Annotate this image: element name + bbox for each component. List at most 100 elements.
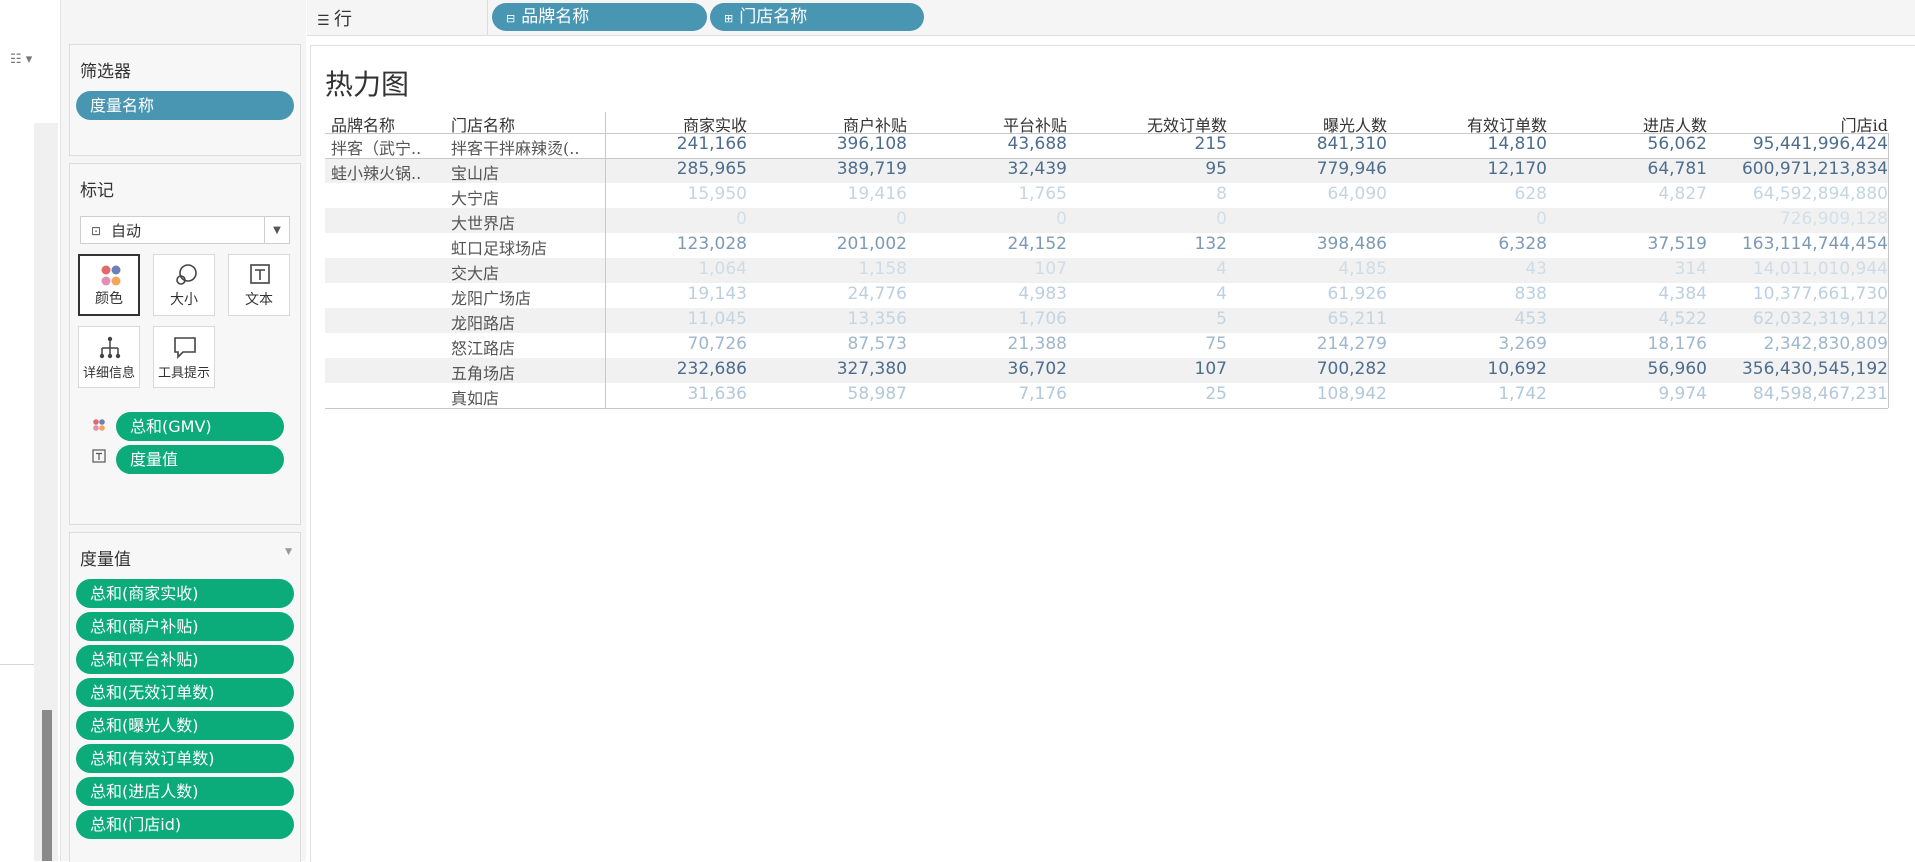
heatmap-cell[interactable]: 163,114,744,454: [1741, 234, 1888, 254]
measure-value-pill[interactable]: 总和(进店人数): [76, 777, 294, 806]
text-mark-button[interactable]: 文本: [228, 254, 290, 316]
color-mark-button[interactable]: 颜色: [78, 254, 140, 316]
store-label[interactable]: 龙阳广场店: [451, 289, 532, 308]
heatmap-cell[interactable]: 32,439: [1007, 159, 1067, 179]
heatmap-cell[interactable]: 314: [1674, 259, 1707, 279]
heatmap-cell[interactable]: 95: [1205, 159, 1227, 179]
store-label[interactable]: 真如店: [451, 389, 500, 408]
store-label[interactable]: 拌客干拌麻辣烫(..: [451, 139, 580, 158]
heatmap-cell[interactable]: 64,090: [1327, 184, 1387, 204]
heatmap-cell[interactable]: 107: [1194, 359, 1227, 379]
heatmap-cell[interactable]: 453: [1514, 309, 1547, 329]
heatmap-cell[interactable]: 132: [1194, 234, 1227, 254]
heatmap-cell[interactable]: 285,965: [676, 159, 747, 179]
heatmap-cell[interactable]: 24,776: [847, 284, 907, 304]
heatmap-cell[interactable]: 4: [1216, 284, 1227, 304]
brand-label[interactable]: 蛙小辣火锅..: [331, 164, 422, 183]
heatmap-cell[interactable]: 215: [1194, 134, 1227, 154]
heatmap-cell[interactable]: 201,002: [836, 234, 907, 254]
store-label[interactable]: 五角场店: [451, 364, 516, 383]
heatmap-cell[interactable]: 841,310: [1316, 134, 1387, 154]
heatmap-cell[interactable]: 3,269: [1498, 334, 1547, 354]
heatmap-cell[interactable]: 726,909,128: [1779, 209, 1888, 229]
heatmap-cell[interactable]: 4,384: [1658, 284, 1707, 304]
heatmap-cell[interactable]: 0: [896, 209, 907, 229]
heatmap-cell[interactable]: 1,742: [1498, 384, 1547, 404]
heatmap-cell[interactable]: 15,950: [687, 184, 747, 204]
filter-pill-measure-names[interactable]: 度量名称: [76, 91, 294, 120]
heatmap-cell[interactable]: 13,356: [847, 309, 907, 329]
heatmap-cell[interactable]: 241,166: [676, 134, 747, 154]
chevron-down-icon[interactable]: ▼: [285, 547, 292, 557]
heatmap-cell[interactable]: 31,636: [687, 384, 747, 404]
heatmap-cell[interactable]: 1,064: [698, 259, 747, 279]
store-label[interactable]: 大世界店: [451, 214, 516, 233]
heatmap-cell[interactable]: 64,781: [1647, 159, 1707, 179]
marks-field-measure-values[interactable]: 度量值: [116, 445, 284, 474]
heatmap-cell[interactable]: 12,170: [1487, 159, 1547, 179]
heatmap-cell[interactable]: 8: [1216, 184, 1227, 204]
heatmap-cell[interactable]: 232,686: [676, 359, 747, 379]
heatmap-cell[interactable]: 356,430,545,192: [1741, 359, 1888, 379]
heatmap-cell[interactable]: 24,152: [1007, 234, 1067, 254]
heatmap-cell[interactable]: 14,011,010,944: [1752, 259, 1888, 279]
heatmap-cell[interactable]: 6,328: [1498, 234, 1547, 254]
heatmap-cell[interactable]: 43: [1525, 259, 1547, 279]
heatmap-cell[interactable]: 108,942: [1316, 384, 1387, 404]
rows-pill-brand[interactable]: ⊟ 品牌名称: [492, 3, 707, 31]
heatmap-cell[interactable]: 0: [1056, 209, 1067, 229]
store-label[interactable]: 大宁店: [451, 189, 500, 208]
heatmap-cell[interactable]: 14,810: [1487, 134, 1547, 154]
heatmap-cell[interactable]: 43,688: [1007, 134, 1067, 154]
heatmap-cell[interactable]: 4: [1216, 259, 1227, 279]
heatmap-cell[interactable]: 11,045: [687, 309, 747, 329]
heatmap-cell[interactable]: 18,176: [1647, 334, 1707, 354]
measure-header[interactable]: 有效订单数: [1466, 116, 1547, 135]
heatmap-cell[interactable]: 0: [1536, 209, 1547, 229]
heatmap-cell[interactable]: 0: [736, 209, 747, 229]
heatmap-cell[interactable]: 628: [1514, 184, 1547, 204]
heatmap-cell[interactable]: 56,062: [1647, 134, 1707, 154]
measure-header[interactable]: 曝光人数: [1322, 116, 1387, 135]
store-label[interactable]: 交大店: [451, 264, 500, 283]
heatmap-cell[interactable]: 61,926: [1327, 284, 1387, 304]
heatmap-cell[interactable]: 75: [1205, 334, 1227, 354]
heatmap-cell[interactable]: 19,143: [687, 284, 747, 304]
heatmap-cell[interactable]: 838: [1514, 284, 1547, 304]
heatmap-cell[interactable]: 10,692: [1487, 359, 1547, 379]
heatmap-cell[interactable]: 19,416: [847, 184, 907, 204]
brand-label[interactable]: 拌客（武宁..: [331, 139, 422, 158]
heatmap-cell[interactable]: 107: [1034, 259, 1067, 279]
heatmap-cell[interactable]: 21,388: [1007, 334, 1067, 354]
measure-header[interactable]: 平台补贴: [1002, 116, 1067, 135]
measure-value-pill[interactable]: 总和(平台补贴): [76, 645, 294, 674]
left-strip-scrollbar[interactable]: [42, 710, 52, 861]
heatmap-cell[interactable]: 4,827: [1658, 184, 1707, 204]
measure-value-pill[interactable]: 总和(商家实收): [76, 579, 294, 608]
heatmap-cell[interactable]: 70,726: [687, 334, 747, 354]
measure-header[interactable]: 商户补贴: [842, 116, 907, 135]
heatmap-cell[interactable]: 25: [1205, 384, 1227, 404]
heatmap-cell[interactable]: 600,971,213,834: [1741, 159, 1888, 179]
collapse-icon[interactable]: ⊟: [506, 12, 516, 25]
measure-header[interactable]: 无效订单数: [1146, 116, 1227, 135]
heatmap-cell[interactable]: 327,380: [836, 359, 907, 379]
heatmap-cell[interactable]: 56,960: [1647, 359, 1707, 379]
measure-value-pill[interactable]: 总和(有效订单数): [76, 744, 294, 773]
heatmap-cell[interactable]: 779,946: [1316, 159, 1387, 179]
heatmap-cell[interactable]: 37,519: [1647, 234, 1707, 254]
heatmap-cell[interactable]: 87,573: [847, 334, 907, 354]
heatmap-cell[interactable]: 7,176: [1018, 384, 1067, 404]
dim-header[interactable]: 门店名称: [451, 116, 516, 135]
measure-value-pill[interactable]: 总和(门店id): [76, 810, 294, 839]
marks-field-gmv[interactable]: 总和(GMV): [116, 412, 284, 441]
view-toggle-icon[interactable]: ☷ ▾: [10, 52, 33, 67]
heatmap-cell[interactable]: 64,592,894,880: [1752, 184, 1888, 204]
measure-header[interactable]: 进店人数: [1642, 116, 1707, 135]
store-label[interactable]: 龙阳路店: [451, 314, 516, 333]
heatmap-cell[interactable]: 4,522: [1658, 309, 1707, 329]
heatmap-cell[interactable]: 0: [1216, 209, 1227, 229]
heatmap-cell[interactable]: 214,279: [1316, 334, 1387, 354]
store-label[interactable]: 宝山店: [451, 164, 500, 183]
size-mark-button[interactable]: 大小: [153, 254, 215, 316]
